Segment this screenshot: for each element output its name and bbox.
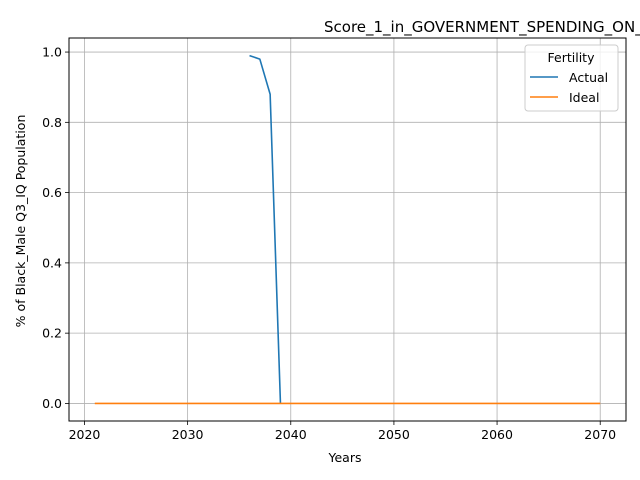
y-tick-label: 0.0 — [42, 396, 62, 411]
legend: Fertility Actual Ideal — [524, 44, 619, 112]
y-tick-label: 0.4 — [42, 255, 62, 270]
x-tick-label: 2020 — [69, 427, 101, 442]
y-tick-label: 0.2 — [42, 326, 62, 341]
legend-title: Fertility — [548, 50, 596, 65]
x-tick-label: 2040 — [275, 427, 307, 442]
series-lines — [94, 54, 601, 405]
x-tick-label: 2070 — [584, 427, 616, 442]
x-tick-label: 2060 — [481, 427, 513, 442]
x-axis-ticks: 2020 2030 2040 2050 2060 2070 — [69, 421, 616, 442]
plot-frame — [68, 37, 627, 422]
y-tick-label: 0.8 — [42, 115, 62, 130]
y-tick-label: 0.6 — [42, 185, 62, 200]
x-tick-label: 2050 — [378, 427, 410, 442]
legend-box — [524, 44, 619, 112]
y-axis-ticks: 0.0 0.2 0.4 0.6 0.8 1.0 — [42, 45, 69, 411]
legend-label-actual: Actual — [569, 70, 608, 85]
y-axis-label: % of Black_Male Q3_IQ Population — [13, 115, 28, 328]
x-axis-label: Years — [328, 450, 362, 465]
legend-label-ideal: Ideal — [569, 90, 599, 105]
series-line-actual — [249, 54, 282, 404]
chart-title: Score_1_in_GOVERNMENT_SPENDING_ON_ENVIRO… — [324, 18, 640, 37]
x-tick-label: 2030 — [172, 427, 204, 442]
y-tick-label: 1.0 — [42, 45, 62, 60]
